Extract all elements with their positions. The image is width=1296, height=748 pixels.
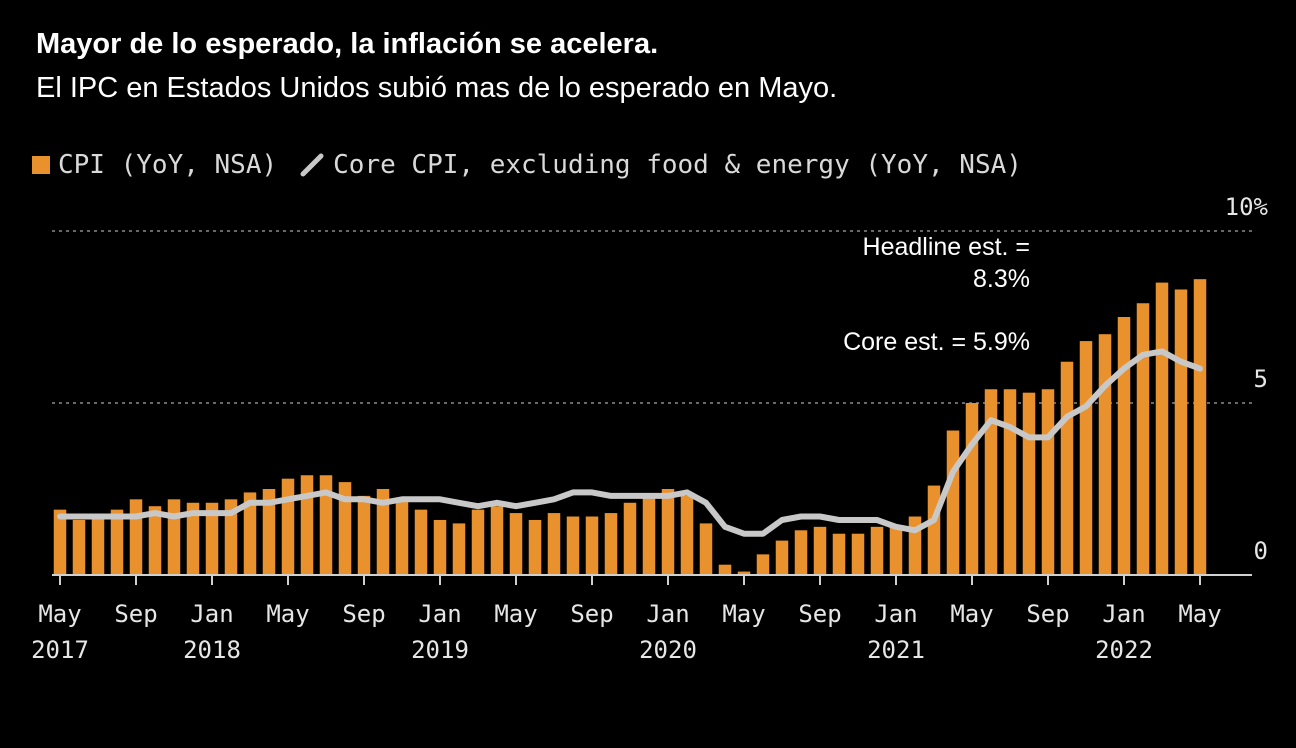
cpi-bar bbox=[452, 523, 466, 575]
cpi-bar bbox=[262, 489, 276, 575]
cpi-bar bbox=[1155, 282, 1169, 575]
x-tick-label: May bbox=[38, 600, 81, 628]
x-tick-label: Sep bbox=[342, 600, 385, 628]
x-tick-year-label: 2020 bbox=[639, 636, 697, 664]
cpi-bar bbox=[91, 516, 105, 575]
cpi-bar bbox=[813, 526, 827, 575]
x-tick-year-label: 2017 bbox=[31, 636, 89, 664]
cpi-bar bbox=[604, 513, 618, 575]
cpi-bar bbox=[547, 513, 561, 575]
cpi-bar bbox=[699, 523, 713, 575]
cpi-bar bbox=[186, 502, 200, 575]
y-tick-label: 5 bbox=[1254, 365, 1268, 393]
headline-estimate-value: 8.3% bbox=[973, 265, 1030, 293]
cpi-bar bbox=[1174, 289, 1188, 575]
cpi-bar bbox=[965, 403, 979, 575]
cpi-bar bbox=[718, 564, 732, 575]
cpi-bar bbox=[1041, 389, 1055, 575]
cpi-bar bbox=[756, 554, 770, 575]
cpi-bar bbox=[775, 540, 789, 575]
x-tick-label: Jan bbox=[190, 600, 233, 628]
x-tick-label: Jan bbox=[418, 600, 461, 628]
chart-title: Mayor de lo esperado, la inflación se ac… bbox=[36, 28, 659, 60]
cpi-bar bbox=[642, 495, 656, 575]
cpi-bar bbox=[528, 519, 542, 575]
y-tick-label: 0 bbox=[1254, 537, 1268, 565]
cpi-bar bbox=[319, 475, 333, 575]
cpi-bar bbox=[927, 485, 941, 575]
x-tick-year-label: 2021 bbox=[867, 636, 925, 664]
cpi-bar bbox=[509, 513, 523, 575]
cpi-bar bbox=[946, 430, 960, 575]
cpi-bar bbox=[1022, 392, 1036, 575]
cpi-bar bbox=[585, 516, 599, 575]
cpi-bar bbox=[870, 526, 884, 575]
cpi-bar bbox=[1003, 389, 1017, 575]
cpi-bar bbox=[72, 519, 86, 575]
cpi-bar bbox=[623, 502, 637, 575]
chart-legend: CPI (YoY, NSA) Core CPI, excluding food … bbox=[32, 150, 1022, 180]
cpi-bar bbox=[357, 495, 371, 575]
x-tick-label: May bbox=[494, 600, 537, 628]
x-tick-label: Sep bbox=[114, 600, 157, 628]
cpi-bar bbox=[376, 489, 390, 575]
cpi-bar bbox=[566, 516, 580, 575]
x-tick-year-label: 2019 bbox=[411, 636, 469, 664]
cpi-bar bbox=[338, 482, 352, 575]
x-tick-label: May bbox=[722, 600, 765, 628]
x-tick-label: May bbox=[1178, 600, 1221, 628]
y-tick-label: 10% bbox=[1225, 193, 1269, 221]
cpi-bar bbox=[300, 475, 314, 575]
cpi-bar bbox=[129, 499, 143, 575]
core-legend-label: Core CPI, excluding food & energy (YoY, … bbox=[333, 150, 1022, 180]
cpi-bar bbox=[661, 489, 675, 575]
cpi-bar bbox=[281, 478, 295, 575]
cpi-bar bbox=[243, 492, 257, 575]
cpi-bar bbox=[148, 506, 162, 575]
core-legend-swatch bbox=[300, 153, 324, 177]
cpi-bar bbox=[1193, 279, 1207, 575]
cpi-bar bbox=[395, 499, 409, 575]
cpi-bar bbox=[414, 509, 428, 575]
core-estimate-annotation: Core est. = 5.9% bbox=[843, 328, 1030, 356]
cpi-bar bbox=[1079, 341, 1093, 575]
cpi-bar bbox=[737, 571, 751, 575]
x-tick-label: Jan bbox=[874, 600, 917, 628]
x-tick-label: Sep bbox=[570, 600, 613, 628]
cpi-bar bbox=[1060, 361, 1074, 575]
cpi-bar bbox=[1117, 317, 1131, 575]
cpi-bar bbox=[851, 533, 865, 575]
x-tick-year-label: 2022 bbox=[1095, 636, 1153, 664]
cpi-bar bbox=[471, 509, 485, 575]
cpi-bar bbox=[433, 519, 447, 575]
headline-estimate-annotation: Headline est. = bbox=[863, 233, 1030, 261]
cpi-bar bbox=[53, 509, 67, 575]
cpi-bar bbox=[794, 530, 808, 575]
core-cpi-line bbox=[57, 348, 1203, 537]
cpi-bar bbox=[889, 526, 903, 575]
cpi-legend-label: CPI (YoY, NSA) bbox=[58, 150, 278, 180]
cpi-bar bbox=[167, 499, 181, 575]
cpi-bar bbox=[1136, 303, 1150, 575]
x-tick-label: Jan bbox=[1102, 600, 1145, 628]
x-tick-label: Jan bbox=[646, 600, 689, 628]
cpi-bar bbox=[1098, 334, 1112, 575]
cpi-bar bbox=[680, 495, 694, 575]
cpi-bar bbox=[205, 502, 219, 575]
x-tick-label: May bbox=[266, 600, 309, 628]
cpi-bar bbox=[832, 533, 846, 575]
x-tick-year-label: 2018 bbox=[183, 636, 241, 664]
chart-subtitle: El IPC en Estados Unidos subió mas de lo… bbox=[36, 72, 838, 104]
cpi-bar bbox=[490, 506, 504, 575]
x-tick-label: May bbox=[950, 600, 993, 628]
cpi-bar bbox=[984, 389, 998, 575]
cpi-bar bbox=[110, 509, 124, 575]
cpi-bar bbox=[224, 499, 238, 575]
x-tick-label: Sep bbox=[798, 600, 841, 628]
x-tick-label: Sep bbox=[1026, 600, 1069, 628]
cpi-legend-swatch bbox=[32, 156, 50, 174]
